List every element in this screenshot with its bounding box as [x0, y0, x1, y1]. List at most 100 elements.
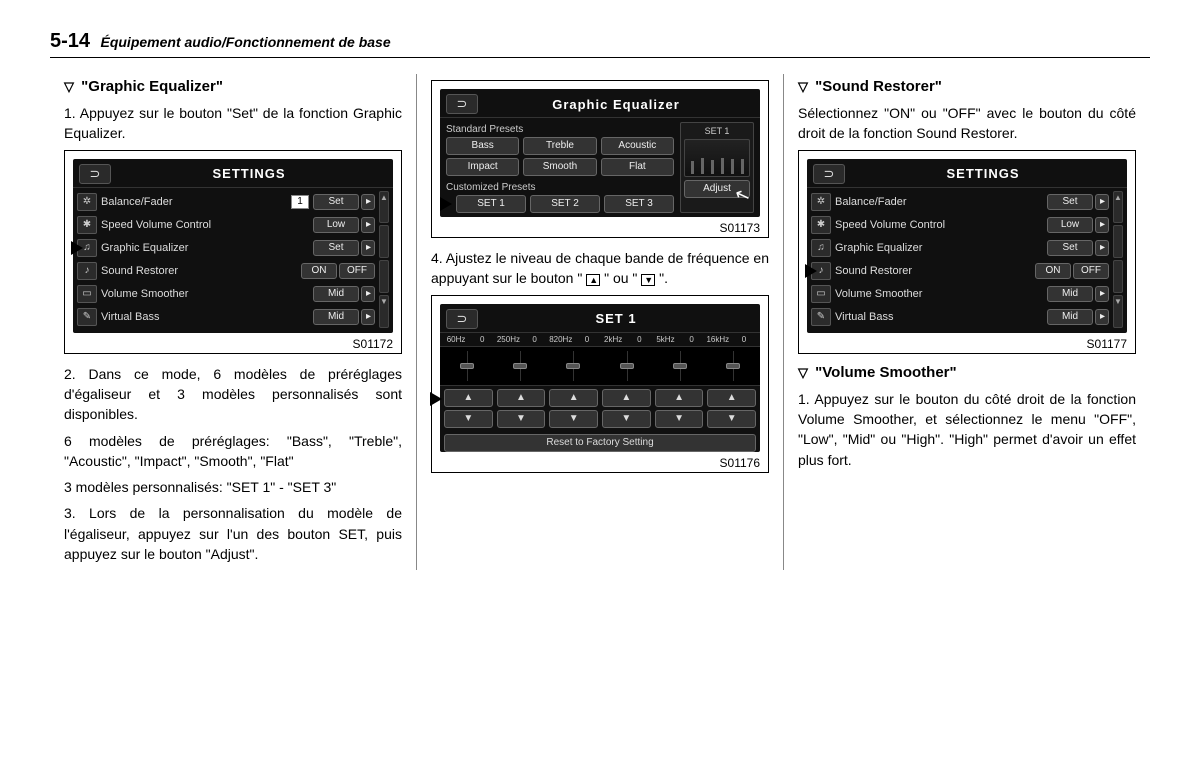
freq-up-button[interactable]: ▲: [497, 389, 546, 407]
settings-row[interactable]: ♪Sound RestorerONOFF: [77, 260, 375, 282]
freq-down-button[interactable]: ▼: [497, 410, 546, 428]
freq-up-button[interactable]: ▲: [444, 389, 493, 407]
row-button[interactable]: Set: [313, 240, 359, 256]
freq-down-button[interactable]: ▼: [549, 410, 598, 428]
scrollbar[interactable]: ▲▼: [1113, 190, 1123, 329]
settings-row[interactable]: ✱Speed Volume ControlLow▸: [77, 214, 375, 236]
eq-bars-preview: [684, 139, 750, 177]
settings-row[interactable]: ♫Graphic EqualizerSet▸: [77, 237, 375, 259]
frequency-sliders[interactable]: [440, 346, 760, 386]
on-button[interactable]: ON: [301, 263, 337, 279]
heading-text: "Sound Restorer": [815, 78, 942, 95]
chevron-right-icon[interactable]: ▸: [1095, 194, 1109, 210]
figure-2: ⊃ Graphic Equalizer Standard Presets Bas…: [431, 80, 769, 238]
txt: " ou ": [600, 270, 641, 286]
custom-preset-button[interactable]: SET 2: [530, 195, 600, 213]
figure-4: ⊃ SETTINGS ✲Balance/FaderSet▸✱Speed Volu…: [798, 150, 1136, 354]
page-number: 5-14: [50, 30, 90, 52]
settings-rows: ✲Balance/FaderSet▸✱Speed Volume ControlL…: [807, 188, 1127, 333]
back-button[interactable]: ⊃: [813, 164, 845, 184]
preset-button[interactable]: Acoustic: [601, 137, 674, 155]
frequency-header: 60Hz0250Hz0820Hz02kHz05kHz016kHz0: [440, 333, 760, 346]
row-button[interactable]: Mid: [313, 309, 359, 325]
reset-button[interactable]: Reset to Factory Setting: [444, 434, 756, 452]
settings-row[interactable]: ✎Virtual BassMid▸: [77, 306, 375, 328]
column-2: ⊃ Graphic Equalizer Standard Presets Bas…: [416, 74, 783, 570]
row-label: Balance/Fader: [101, 196, 291, 208]
chevron-right-icon[interactable]: ▸: [361, 309, 375, 325]
settings-row[interactable]: ♪Sound RestorerONOFF: [811, 260, 1109, 282]
preset-button[interactable]: Treble: [523, 137, 596, 155]
chevron-right-icon[interactable]: ▸: [1095, 240, 1109, 256]
off-button[interactable]: OFF: [1073, 263, 1109, 279]
preset-button[interactable]: Smooth: [523, 158, 596, 176]
freq-up-button[interactable]: ▲: [707, 389, 756, 407]
freq-label: 0: [575, 335, 599, 344]
custom-preset-button[interactable]: SET 1: [456, 195, 526, 213]
settings-row[interactable]: ✱Speed Volume ControlLow▸: [811, 214, 1109, 236]
chevron-right-icon[interactable]: ▸: [361, 240, 375, 256]
chevron-right-icon[interactable]: ▸: [361, 194, 375, 210]
row-button[interactable]: Low: [313, 217, 359, 233]
back-button[interactable]: ⊃: [79, 164, 111, 184]
row-label: Graphic Equalizer: [101, 242, 311, 254]
off-button[interactable]: OFF: [339, 263, 375, 279]
screen-header: ⊃ SETTINGS: [807, 159, 1127, 188]
chevron-right-icon[interactable]: ▸: [1095, 309, 1109, 325]
down-triangle-icon: [641, 274, 655, 286]
row-button[interactable]: Set: [1047, 194, 1093, 210]
row-button[interactable]: Low: [1047, 217, 1093, 233]
preset-button[interactable]: Flat: [601, 158, 674, 176]
row-icon: ✲: [811, 193, 831, 211]
row-label: Volume Smoother: [101, 288, 311, 300]
scrollbar[interactable]: ▲▼: [379, 190, 389, 329]
para-c3-2: 1. Appuyez sur le bouton du côté droit d…: [798, 389, 1136, 470]
row-label: Sound Restorer: [101, 265, 299, 277]
triangle-icon: ▽: [798, 365, 808, 380]
back-button[interactable]: ⊃: [446, 309, 478, 329]
figure-code: S01172: [73, 337, 393, 351]
preset-button[interactable]: Bass: [446, 137, 519, 155]
page-header: 5-14 Équipement audio/Fonctionnement de …: [50, 30, 1150, 58]
freq-label: 0: [470, 335, 494, 344]
freq-down-button[interactable]: ▼: [444, 410, 493, 428]
freq-label: 5kHz: [653, 335, 677, 344]
on-button[interactable]: ON: [1035, 263, 1071, 279]
row-icon: ✎: [811, 308, 831, 326]
settings-row[interactable]: ▭Volume SmootherMid▸: [77, 283, 375, 305]
row-label: Volume Smoother: [835, 288, 1045, 300]
chevron-right-icon[interactable]: ▸: [1095, 286, 1109, 302]
freq-label: 820Hz: [549, 335, 573, 344]
freq-up-button[interactable]: ▲: [549, 389, 598, 407]
custom-preset-button[interactable]: SET 3: [604, 195, 674, 213]
row-button[interactable]: Set: [313, 194, 359, 210]
preset-button[interactable]: Impact: [446, 158, 519, 176]
back-button[interactable]: ⊃: [446, 94, 478, 114]
settings-row[interactable]: ✎Virtual BassMid▸: [811, 306, 1109, 328]
row-button[interactable]: Set: [1047, 240, 1093, 256]
para-2: 2. Dans ce mode, 6 modèles de préréglage…: [64, 364, 402, 425]
row-label: Balance/Fader: [835, 196, 1045, 208]
freq-down-button[interactable]: ▼: [655, 410, 704, 428]
row-button[interactable]: Mid: [1047, 309, 1093, 325]
settings-row[interactable]: ✲ Balance/FaderSet▸: [811, 191, 1109, 213]
freq-down-button[interactable]: ▼: [602, 410, 651, 428]
settings-row[interactable]: ✲Balance/Fader1Set▸: [77, 191, 375, 213]
figure-code: S01176: [440, 456, 760, 470]
chevron-right-icon[interactable]: ▸: [361, 286, 375, 302]
settings-row[interactable]: ▭Volume SmootherMid▸: [811, 283, 1109, 305]
row-icon: ✲: [77, 193, 97, 211]
section-heading-vs: ▽ "Volume Smoother": [820, 364, 1136, 381]
row-button[interactable]: Mid: [313, 286, 359, 302]
chevron-right-icon[interactable]: ▸: [361, 217, 375, 233]
row-button[interactable]: Mid: [1047, 286, 1093, 302]
freq-up-button[interactable]: ▲: [602, 389, 651, 407]
para-4: 3 modèles personnalisés: "SET 1" - "SET …: [64, 477, 402, 497]
freq-label: 60Hz: [444, 335, 468, 344]
txt: ".: [655, 270, 668, 286]
freq-down-button[interactable]: ▼: [707, 410, 756, 428]
settings-row[interactable]: ♫Graphic EqualizerSet▸: [811, 237, 1109, 259]
freq-up-button[interactable]: ▲: [655, 389, 704, 407]
chevron-right-icon[interactable]: ▸: [1095, 217, 1109, 233]
freq-label: 0: [680, 335, 704, 344]
